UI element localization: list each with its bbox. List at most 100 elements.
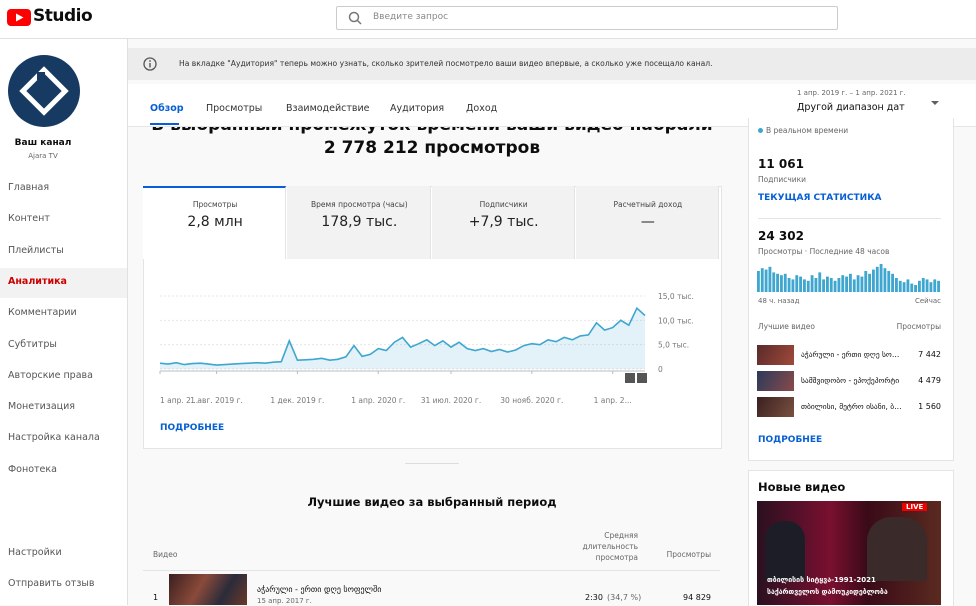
tab[interactable]: Доход — [466, 103, 497, 114]
tab[interactable]: Просмотры — [206, 103, 262, 114]
x-tick-label: 1 дек. 2019 г. — [270, 396, 324, 405]
realtime-bars — [757, 262, 941, 292]
top-video-title[interactable]: აჭარული - ერთი დღე სოფელში — [801, 350, 905, 359]
realtime-bar — [910, 284, 913, 292]
top-video-title[interactable]: თბილისი, მეტრო ისანი, ბაზარი — [801, 402, 905, 411]
date-range: 1 апр. 2019 г. – 1 апр. 2021 г. — [797, 89, 906, 97]
nav-item[interactable]: Субтитры — [8, 339, 57, 350]
realtime-bar — [788, 278, 791, 292]
metric-value: 178,9 тыс. — [287, 214, 431, 230]
more-link[interactable]: ПОДРОБНЕЕ — [758, 435, 822, 445]
realtime-bar — [818, 272, 821, 292]
metric-label: Просмотры — [143, 200, 287, 209]
logo-text: Studio — [33, 6, 92, 26]
nav-item[interactable]: Комментарии — [8, 307, 77, 318]
metric-label: Подписчики — [432, 200, 576, 209]
channel-handle: Ajara TV — [0, 152, 86, 160]
notice-text: На вкладке "Аудитория" теперь можно узна… — [179, 59, 713, 68]
nav-item[interactable]: Аналитика — [8, 276, 67, 287]
y-tick-label: 15,0 тыс. — [658, 292, 694, 301]
zoom-button[interactable] — [625, 373, 635, 383]
nav-item[interactable]: Фонотека — [8, 464, 57, 475]
realtime-bar — [776, 274, 779, 292]
x-tick-label: 1 авг. 2019 г. — [190, 396, 243, 405]
realtime-bar — [769, 267, 772, 292]
top-video-views: 7 442 — [900, 350, 941, 359]
nav-item[interactable]: Авторские права — [8, 370, 93, 381]
subscriber-label: Подписчики — [758, 175, 806, 184]
live-dot — [758, 128, 763, 133]
tab[interactable]: Взаимодействие — [286, 103, 370, 114]
row-rank: 1 — [153, 593, 158, 602]
column-header: Средняя длительность просмотра — [578, 530, 638, 563]
realtime-bar — [845, 277, 848, 292]
top-video-thumb[interactable] — [757, 371, 794, 391]
nav-item[interactable]: Плейлисты — [8, 245, 64, 256]
realtime-bar — [803, 279, 806, 292]
subscriber-count: 11 061 — [758, 157, 804, 171]
metric-label: Время просмотра (часы) — [287, 200, 431, 209]
realtime-bar — [880, 264, 883, 292]
realtime-bar — [907, 279, 910, 292]
more-link[interactable]: ПОДРОБНЕЕ — [160, 423, 224, 433]
tab[interactable]: Обзор — [150, 103, 184, 114]
top-views-header: Просмотры — [870, 322, 941, 331]
top-video-title[interactable]: სამშვიდობო - ეპოქეპორტი — [801, 376, 905, 385]
date-range-label[interactable]: Другой диапазон дат — [797, 102, 905, 113]
realtime-bar — [807, 281, 810, 292]
live-stats-link[interactable]: ТЕКУЩАЯ СТАТИСТИКА — [758, 193, 882, 203]
table-divider — [143, 570, 720, 571]
realtime-bar — [933, 279, 936, 292]
y-tick-label: 10,0 тыс. — [658, 316, 694, 325]
nav-item[interactable]: Отправить отзыв — [8, 578, 95, 589]
search-icon — [348, 11, 362, 25]
youtube-logo[interactable] — [7, 9, 31, 26]
channel-avatar[interactable] — [7, 54, 81, 128]
nav-item[interactable]: Главная — [8, 182, 49, 193]
top-header: Лучшие видео — [758, 322, 815, 331]
video-thumbnail[interactable] — [169, 574, 247, 605]
realtime-bar — [918, 281, 921, 292]
realtime-bar — [834, 281, 837, 292]
realtime-bar — [876, 267, 879, 292]
divider — [758, 218, 941, 219]
top-video-thumb[interactable] — [757, 397, 794, 417]
realtime-bar — [861, 277, 864, 292]
search-box[interactable]: Введите запрос — [336, 6, 838, 30]
realtime-bar — [937, 281, 940, 292]
summary-headline: В выбранный промежуток времени ваши виде… — [128, 127, 736, 135]
realtime-bar — [757, 271, 760, 292]
top-video-thumb[interactable] — [757, 345, 794, 365]
thumb-caption: თბილისის სიტყვა-1991-2021 — [767, 576, 876, 584]
nav-item[interactable]: Настройки — [8, 547, 62, 558]
nav-item[interactable]: Контент — [8, 213, 50, 224]
dropdown-caret[interactable] — [930, 100, 940, 106]
realtime-bar — [784, 274, 787, 292]
realtime-bar — [930, 282, 933, 292]
bars-start-label: 48 ч. назад — [758, 297, 799, 305]
metric-value: — — [576, 214, 720, 230]
realtime-bar — [926, 279, 929, 292]
zoom-button[interactable] — [637, 373, 647, 383]
realtime-bar — [792, 279, 795, 292]
views-chart: 05,0 тыс.10,0 тыс.15,0 тыс.1 апр. 2...1 … — [143, 259, 720, 419]
nav-item[interactable]: Монетизация — [8, 401, 75, 412]
info-icon — [143, 57, 157, 71]
realtime-bar — [868, 274, 871, 292]
search-placeholder: Введите запрос — [373, 12, 448, 22]
new-video-thumbnail[interactable]: LIVE თბილისის სიტყვა-1991-2021 საქართველ… — [757, 501, 941, 605]
page-body: Studio Введите запрос Ваш канал Ajara TV… — [0, 0, 976, 605]
realtime-bar — [872, 270, 875, 292]
tab[interactable]: Аудитория — [390, 103, 444, 114]
page: YouTube Studio {"header": {"logo": "Stud… — [0, 0, 976, 605]
channel-name: Ваш канал — [0, 138, 86, 148]
headline-clip: В выбранный промежуток времени ваши виде… — [128, 127, 736, 136]
realtime-bar — [765, 270, 768, 292]
realtime-bar — [922, 278, 925, 292]
video-title[interactable]: აჭარული - ერთი დღე სოფელში — [257, 585, 381, 594]
realtime-bar — [795, 275, 798, 292]
realtime-bar — [903, 282, 906, 292]
nav-item[interactable]: Настройка канала — [8, 432, 100, 443]
x-tick-label: 1 апр. 2020 г. — [351, 396, 405, 405]
realtime-bar — [780, 275, 783, 292]
